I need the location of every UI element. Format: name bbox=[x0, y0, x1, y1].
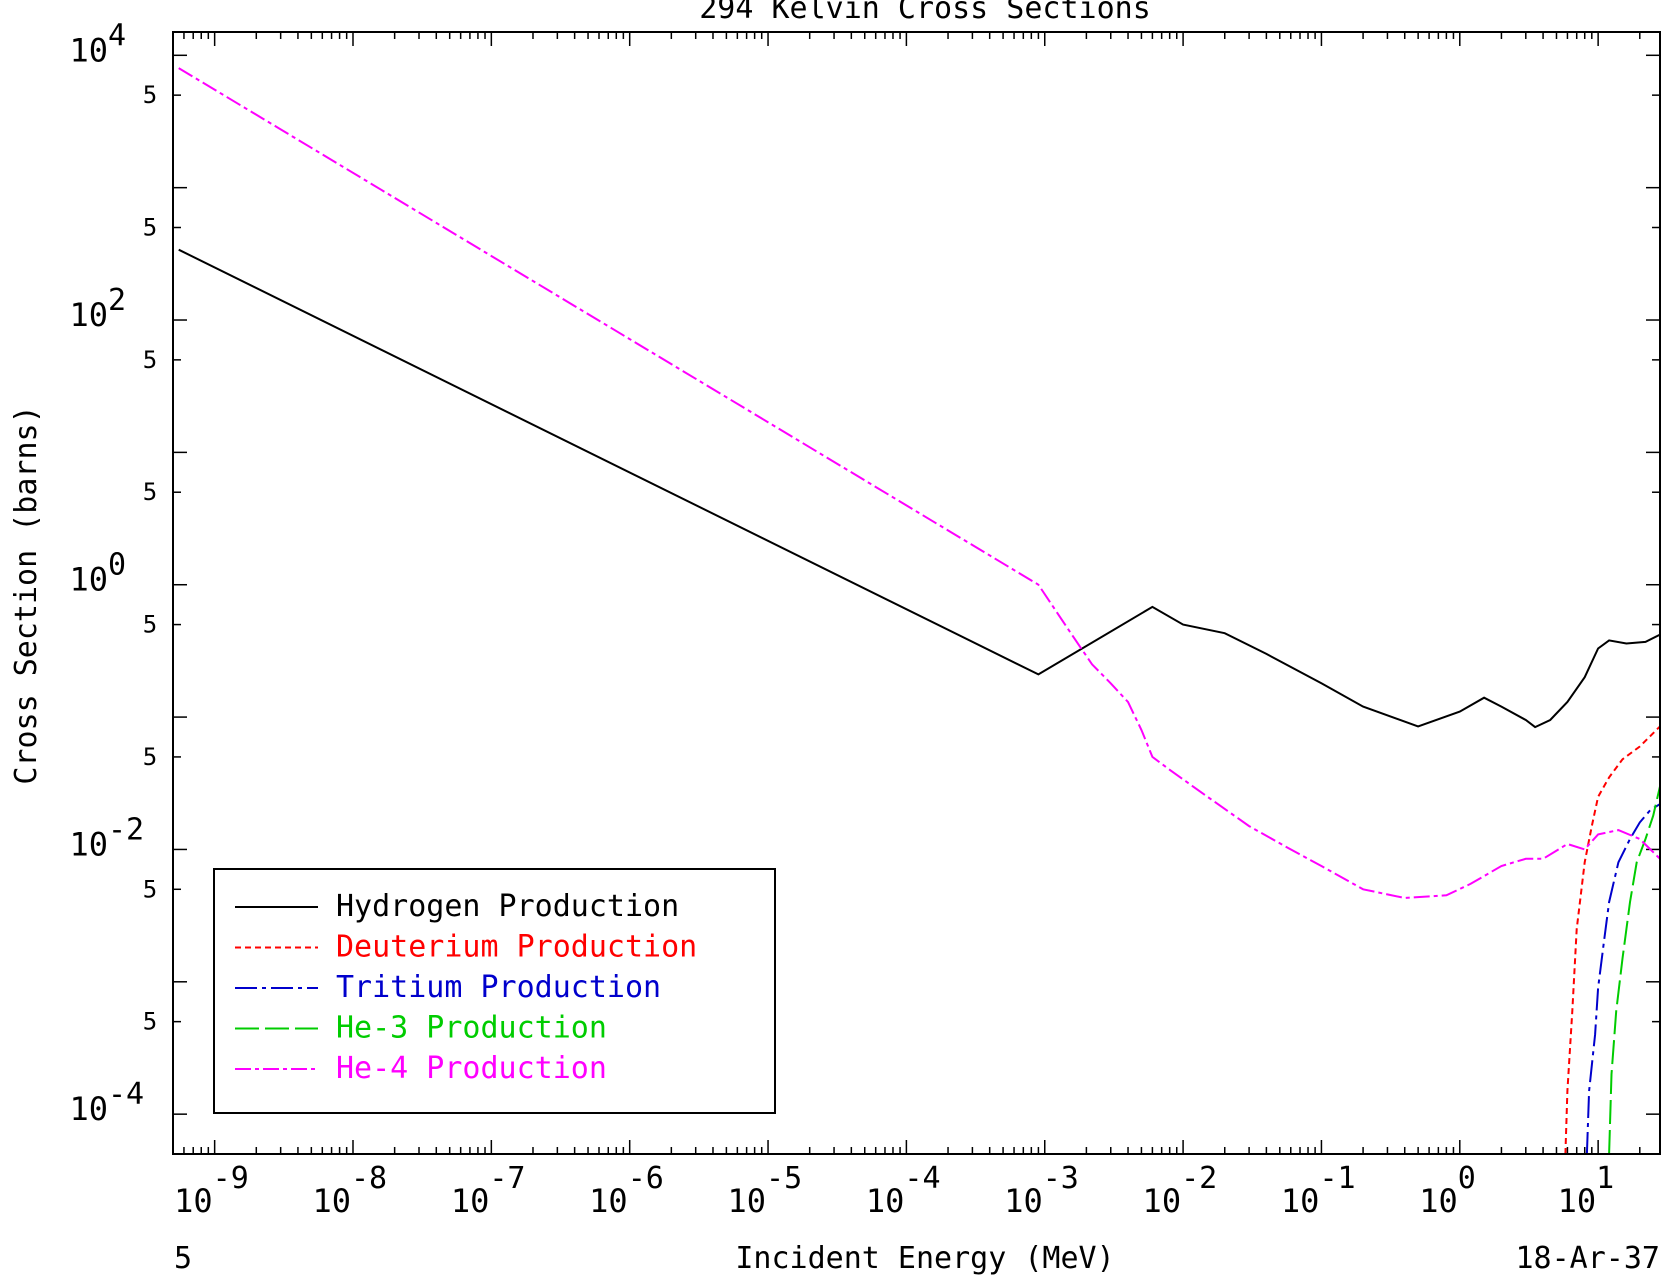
x-tick-exponent: -6 bbox=[628, 1161, 664, 1196]
legend-label: Deuterium Production bbox=[336, 930, 697, 965]
footer-right: 18-Ar-37 bbox=[1516, 1241, 1661, 1276]
x-tick-exponent: -7 bbox=[489, 1161, 525, 1196]
x-tick-exponent: 1 bbox=[1596, 1161, 1614, 1196]
y-minor-tick-label: 5 bbox=[143, 611, 157, 639]
x-axis-tick-labels: 10-910-810-710-610-510-410-310-210-11001… bbox=[174, 1161, 1614, 1220]
y-tick-label: 10 bbox=[69, 825, 108, 863]
legend-label: Hydrogen Production bbox=[336, 889, 679, 924]
legend: Hydrogen Production Deuterium Production T… bbox=[213, 868, 776, 1114]
series-line-2 bbox=[1585, 803, 1660, 1154]
x-tick-label: 10 bbox=[174, 1182, 213, 1220]
y-tick-exponent: 2 bbox=[108, 283, 126, 318]
y-tick-label: 10 bbox=[69, 1090, 108, 1128]
y-minor-tick-label: 5 bbox=[143, 875, 157, 903]
chart-title: 294 Kelvin Cross Sections bbox=[699, 0, 1151, 26]
x-tick-exponent: -4 bbox=[904, 1161, 940, 1196]
x-tick-label: 10 bbox=[1143, 1182, 1182, 1220]
x-tick-label: 10 bbox=[589, 1182, 628, 1220]
y-tick-label: 10 bbox=[69, 561, 108, 599]
series-line-0 bbox=[178, 248, 1660, 729]
x-tick-label: 10 bbox=[312, 1182, 351, 1220]
x-tick-exponent: -1 bbox=[1319, 1161, 1355, 1196]
x-tick-label: 10 bbox=[1281, 1182, 1320, 1220]
y-minor-tick-label: 5 bbox=[143, 1008, 157, 1036]
x-axis-label: Incident Energy (MeV) bbox=[735, 1241, 1114, 1276]
y-tick-exponent: -4 bbox=[108, 1077, 144, 1112]
series-layer bbox=[178, 67, 1660, 1154]
footer-left: 5 bbox=[174, 1241, 192, 1276]
y-tick-exponent: 4 bbox=[108, 18, 126, 53]
legend-label: He-4 Production bbox=[336, 1051, 607, 1086]
y-minor-tick-label: 5 bbox=[143, 346, 157, 374]
axis-ticks bbox=[172, 32, 1660, 1155]
x-tick-exponent: -5 bbox=[766, 1161, 802, 1196]
x-tick-exponent: -3 bbox=[1043, 1161, 1079, 1196]
legend-label: Tritium Production bbox=[336, 970, 661, 1005]
x-tick-label: 10 bbox=[451, 1182, 490, 1220]
y-minor-tick-label: 5 bbox=[143, 743, 157, 771]
y-tick-exponent: -2 bbox=[108, 812, 144, 847]
legend-box bbox=[213, 868, 776, 1114]
series-line-1 bbox=[1564, 725, 1660, 1154]
plot-frame bbox=[172, 31, 1661, 1155]
series-line-3 bbox=[1608, 786, 1660, 1154]
x-tick-label: 10 bbox=[1419, 1182, 1458, 1220]
y-minor-tick-label: 5 bbox=[143, 478, 157, 506]
y-axis-label: Cross Section (barns) bbox=[9, 405, 44, 784]
x-tick-label: 10 bbox=[728, 1182, 767, 1220]
x-tick-label: 10 bbox=[1004, 1182, 1043, 1220]
y-tick-label: 10 bbox=[69, 31, 108, 69]
legend-label: He-3 Production bbox=[336, 1011, 607, 1046]
x-tick-exponent: -8 bbox=[351, 1161, 387, 1196]
x-tick-exponent: -2 bbox=[1181, 1161, 1217, 1196]
x-tick-exponent: 0 bbox=[1458, 1161, 1476, 1196]
x-tick-exponent: -9 bbox=[213, 1161, 249, 1196]
y-tick-exponent: 0 bbox=[108, 548, 126, 583]
x-tick-label: 10 bbox=[866, 1182, 905, 1220]
x-tick-label: 10 bbox=[1558, 1182, 1597, 1220]
series-line-4 bbox=[178, 67, 1660, 900]
y-minor-tick-label: 5 bbox=[143, 214, 157, 242]
y-tick-label: 10 bbox=[69, 296, 108, 334]
y-minor-tick-label: 5 bbox=[143, 81, 157, 109]
